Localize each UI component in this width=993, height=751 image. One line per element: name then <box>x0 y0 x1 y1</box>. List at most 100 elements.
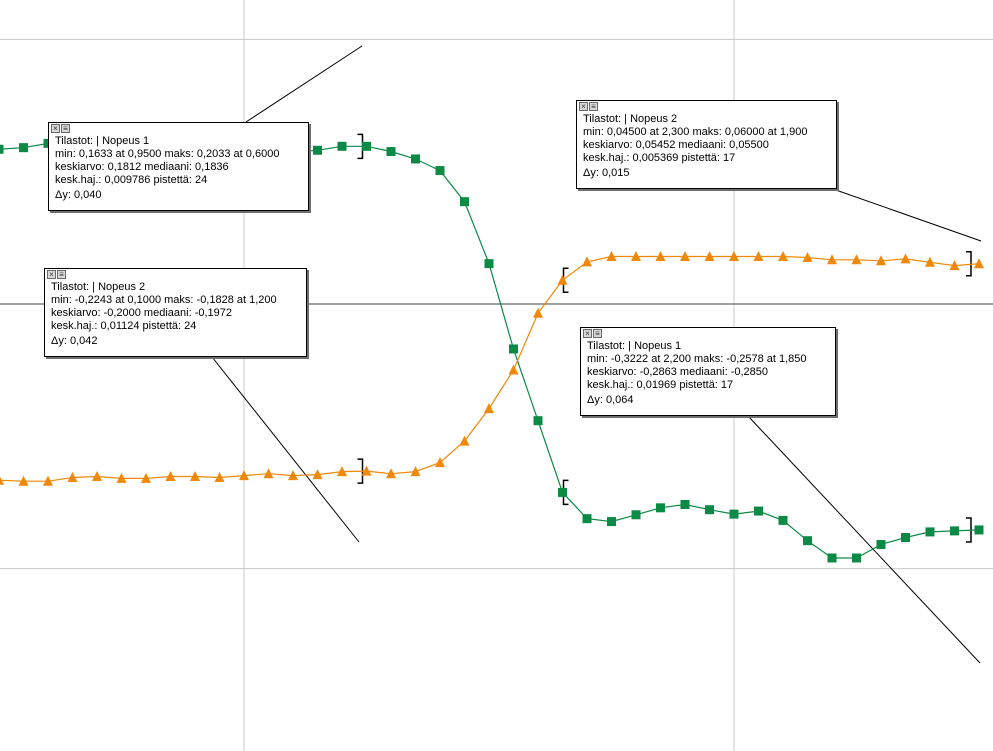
data-point-series-2 <box>116 472 127 483</box>
data-point-series-1 <box>509 344 518 354</box>
data-point-series-1 <box>411 154 420 164</box>
data-point-series-1 <box>803 536 812 546</box>
data-point-series-2 <box>851 254 862 265</box>
stats-header: Tilastot: | Nopeus 1 <box>587 340 682 352</box>
data-point-series-2 <box>459 435 470 446</box>
stats-delta-y: Δy: 0,040 <box>55 189 102 201</box>
stats-connector-line <box>211 356 360 543</box>
data-point-series-1 <box>852 553 861 563</box>
close-icon[interactable]: × <box>47 270 56 279</box>
close-icon[interactable]: × <box>579 102 588 111</box>
stats-box-controls: × ≡ <box>47 270 300 281</box>
stats-min-max: min: -0,2243 at 0,1000 maks: -0,1828 at … <box>51 294 277 306</box>
data-point-series-1 <box>827 553 837 563</box>
data-point-series-2 <box>655 251 666 261</box>
stats-stddev-count: kesk.haj.: 0,01969 pistettä: 17 <box>587 379 734 391</box>
stats-box-controls: × ≡ <box>579 102 830 113</box>
data-point-series-2 <box>288 470 298 481</box>
data-point-series-1 <box>705 505 714 515</box>
stats-box-nopeus2-left[interactable]: × ≡ Tilastot: | Nopeus 2 min: -0,2243 at… <box>44 268 307 357</box>
data-point-series-2 <box>0 476 4 485</box>
data-point-series-2 <box>533 307 543 318</box>
data-point-series-2 <box>680 251 690 261</box>
data-point-series-1 <box>729 509 739 519</box>
data-point-series-1 <box>778 515 788 525</box>
data-point-series-1 <box>656 503 665 513</box>
menu-icon[interactable]: ≡ <box>57 270 66 279</box>
data-point-series-2 <box>141 472 151 483</box>
data-point-series-1 <box>631 510 641 520</box>
close-icon[interactable]: × <box>51 124 60 133</box>
data-point-series-2 <box>900 253 911 264</box>
data-point-series-2 <box>361 465 372 476</box>
stats-header: Tilastot: | Nopeus 2 <box>51 281 146 293</box>
data-point-series-2 <box>802 252 813 262</box>
data-point-series-2 <box>753 251 764 261</box>
data-point-series-1 <box>484 259 494 269</box>
data-point-series-1 <box>313 145 322 155</box>
stats-delta-y: Δy: 0,015 <box>583 167 630 179</box>
data-point-series-1 <box>607 517 616 527</box>
data-point-series-1 <box>386 147 396 157</box>
menu-icon[interactable]: ≡ <box>61 124 70 133</box>
stats-connector-line <box>245 45 363 123</box>
data-point-series-1 <box>582 514 592 524</box>
data-point-series-2 <box>239 470 249 481</box>
data-point-series-2 <box>484 403 494 414</box>
data-point-series-2 <box>631 251 641 261</box>
data-point-series-1 <box>435 166 445 176</box>
stats-connector-line <box>747 415 981 664</box>
stats-stddev-count: kesk.haj.: 0,01124 pistettä: 24 <box>51 320 197 332</box>
data-point-series-2 <box>949 260 960 271</box>
stats-mean-median: keskiarvo: 0,05452 mediaani: 0,05500 <box>583 139 769 151</box>
data-point-series-2 <box>778 251 788 261</box>
data-point-series-2 <box>312 469 323 480</box>
stats-delta-y: Δy: 0,064 <box>587 394 634 406</box>
data-point-series-1 <box>558 487 567 497</box>
close-icon[interactable]: × <box>583 329 592 338</box>
stats-min-max: min: 0,1633 at 0,9500 maks: 0,2033 at 0,… <box>55 148 280 160</box>
stats-stddev-count: kesk.haj.: 0,009786 pistettä: 24 <box>55 174 208 186</box>
data-point-series-2 <box>386 468 396 479</box>
data-point-series-2 <box>67 472 78 482</box>
stats-box-nopeus1-right[interactable]: × ≡ Tilastot: | Nopeus 1 min: -0,3222 at… <box>580 327 836 416</box>
menu-icon[interactable]: ≡ <box>593 329 602 338</box>
data-point-series-2 <box>925 256 935 267</box>
data-point-series-1 <box>950 526 959 536</box>
stats-connectors <box>211 45 982 664</box>
data-point-series-2 <box>43 475 53 486</box>
data-point-series-2 <box>704 251 715 261</box>
stats-min-max: min: 0,04500 at 2,300 maks: 0,06000 at 1… <box>583 126 808 138</box>
data-point-series-2 <box>508 364 519 375</box>
stats-connector-line <box>832 188 982 242</box>
data-point-series-2 <box>410 466 421 477</box>
data-point-series-1 <box>0 144 4 154</box>
data-point-series-1 <box>680 500 690 510</box>
stats-delta-y: Δy: 0,042 <box>51 335 98 347</box>
data-point-series-1 <box>533 416 543 426</box>
stats-mean-median: keskiarvo: -0,2000 mediaani: -0,1972 <box>51 307 232 319</box>
stats-min-max: min: -0,3222 at 2,200 maks: -0,2578 at 1… <box>587 353 807 365</box>
data-point-series-1 <box>337 141 347 151</box>
data-point-series-1 <box>974 525 984 535</box>
menu-icon[interactable]: ≡ <box>589 102 598 111</box>
data-point-series-1 <box>876 539 886 549</box>
data-point-series-2 <box>606 251 617 261</box>
stats-box-nopeus2-right[interactable]: × ≡ Tilastot: | Nopeus 2 min: 0,04500 at… <box>576 100 837 189</box>
data-point-series-2 <box>582 256 592 267</box>
data-point-series-2 <box>165 471 176 481</box>
data-point-series-1 <box>754 506 763 516</box>
data-point-series-2 <box>214 472 225 482</box>
stats-mean-median: keskiarvo: 0,1812 mediaani: 0,1836 <box>55 161 229 173</box>
data-point-series-1 <box>460 197 469 207</box>
range-bracket[interactable] <box>966 250 972 277</box>
data-point-series-2 <box>827 254 837 265</box>
data-point-series-1 <box>19 143 28 153</box>
data-point-series-2 <box>263 468 274 479</box>
data-point-series-2 <box>557 274 568 285</box>
stats-box-nopeus1-left[interactable]: × ≡ Tilastot: | Nopeus 1 min: 0,1633 at … <box>48 122 309 211</box>
data-point-series-2 <box>18 475 29 486</box>
data-point-series-2 <box>190 471 200 481</box>
